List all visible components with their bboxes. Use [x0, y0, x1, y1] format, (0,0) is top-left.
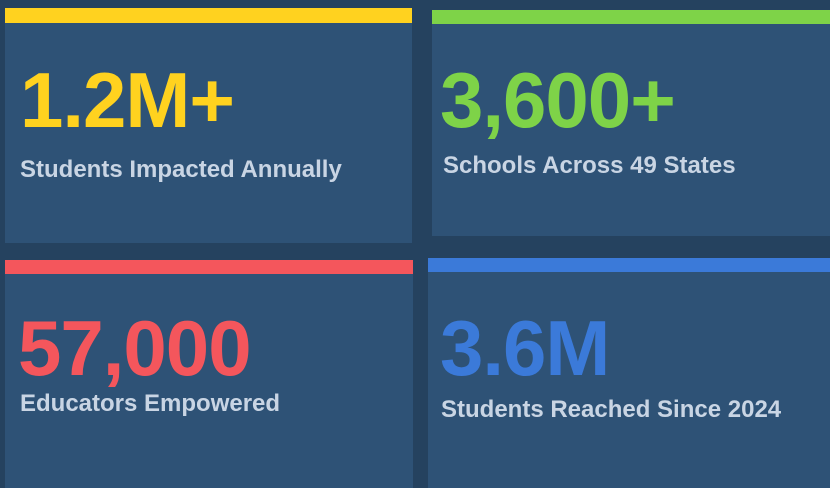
stat-value: 57,000 [18, 304, 252, 392]
stat-label: Educators Empowered [20, 390, 281, 417]
stat-value: 3,600+ [440, 56, 676, 144]
stat-card: 1.2M+ Students Impacted Annually [5, 8, 412, 243]
accent-bar [428, 258, 830, 272]
stat-card: 3.6M Students Reached Since 2024 [428, 258, 830, 488]
stat-label: Students Impacted Annually [20, 156, 342, 183]
accent-bar [432, 10, 830, 24]
stat-card: 57,000 Educators Empowered [5, 260, 413, 488]
stat-card: 3,600+ Schools Across 49 States [432, 10, 830, 236]
stat-label: Schools Across 49 States [443, 152, 736, 179]
stat-label: Students Reached Since 2024 [441, 396, 782, 423]
stat-value: 1.2M+ [20, 56, 235, 144]
accent-bar [5, 260, 413, 274]
accent-bar [5, 8, 412, 23]
stat-value: 3.6M [440, 304, 610, 392]
